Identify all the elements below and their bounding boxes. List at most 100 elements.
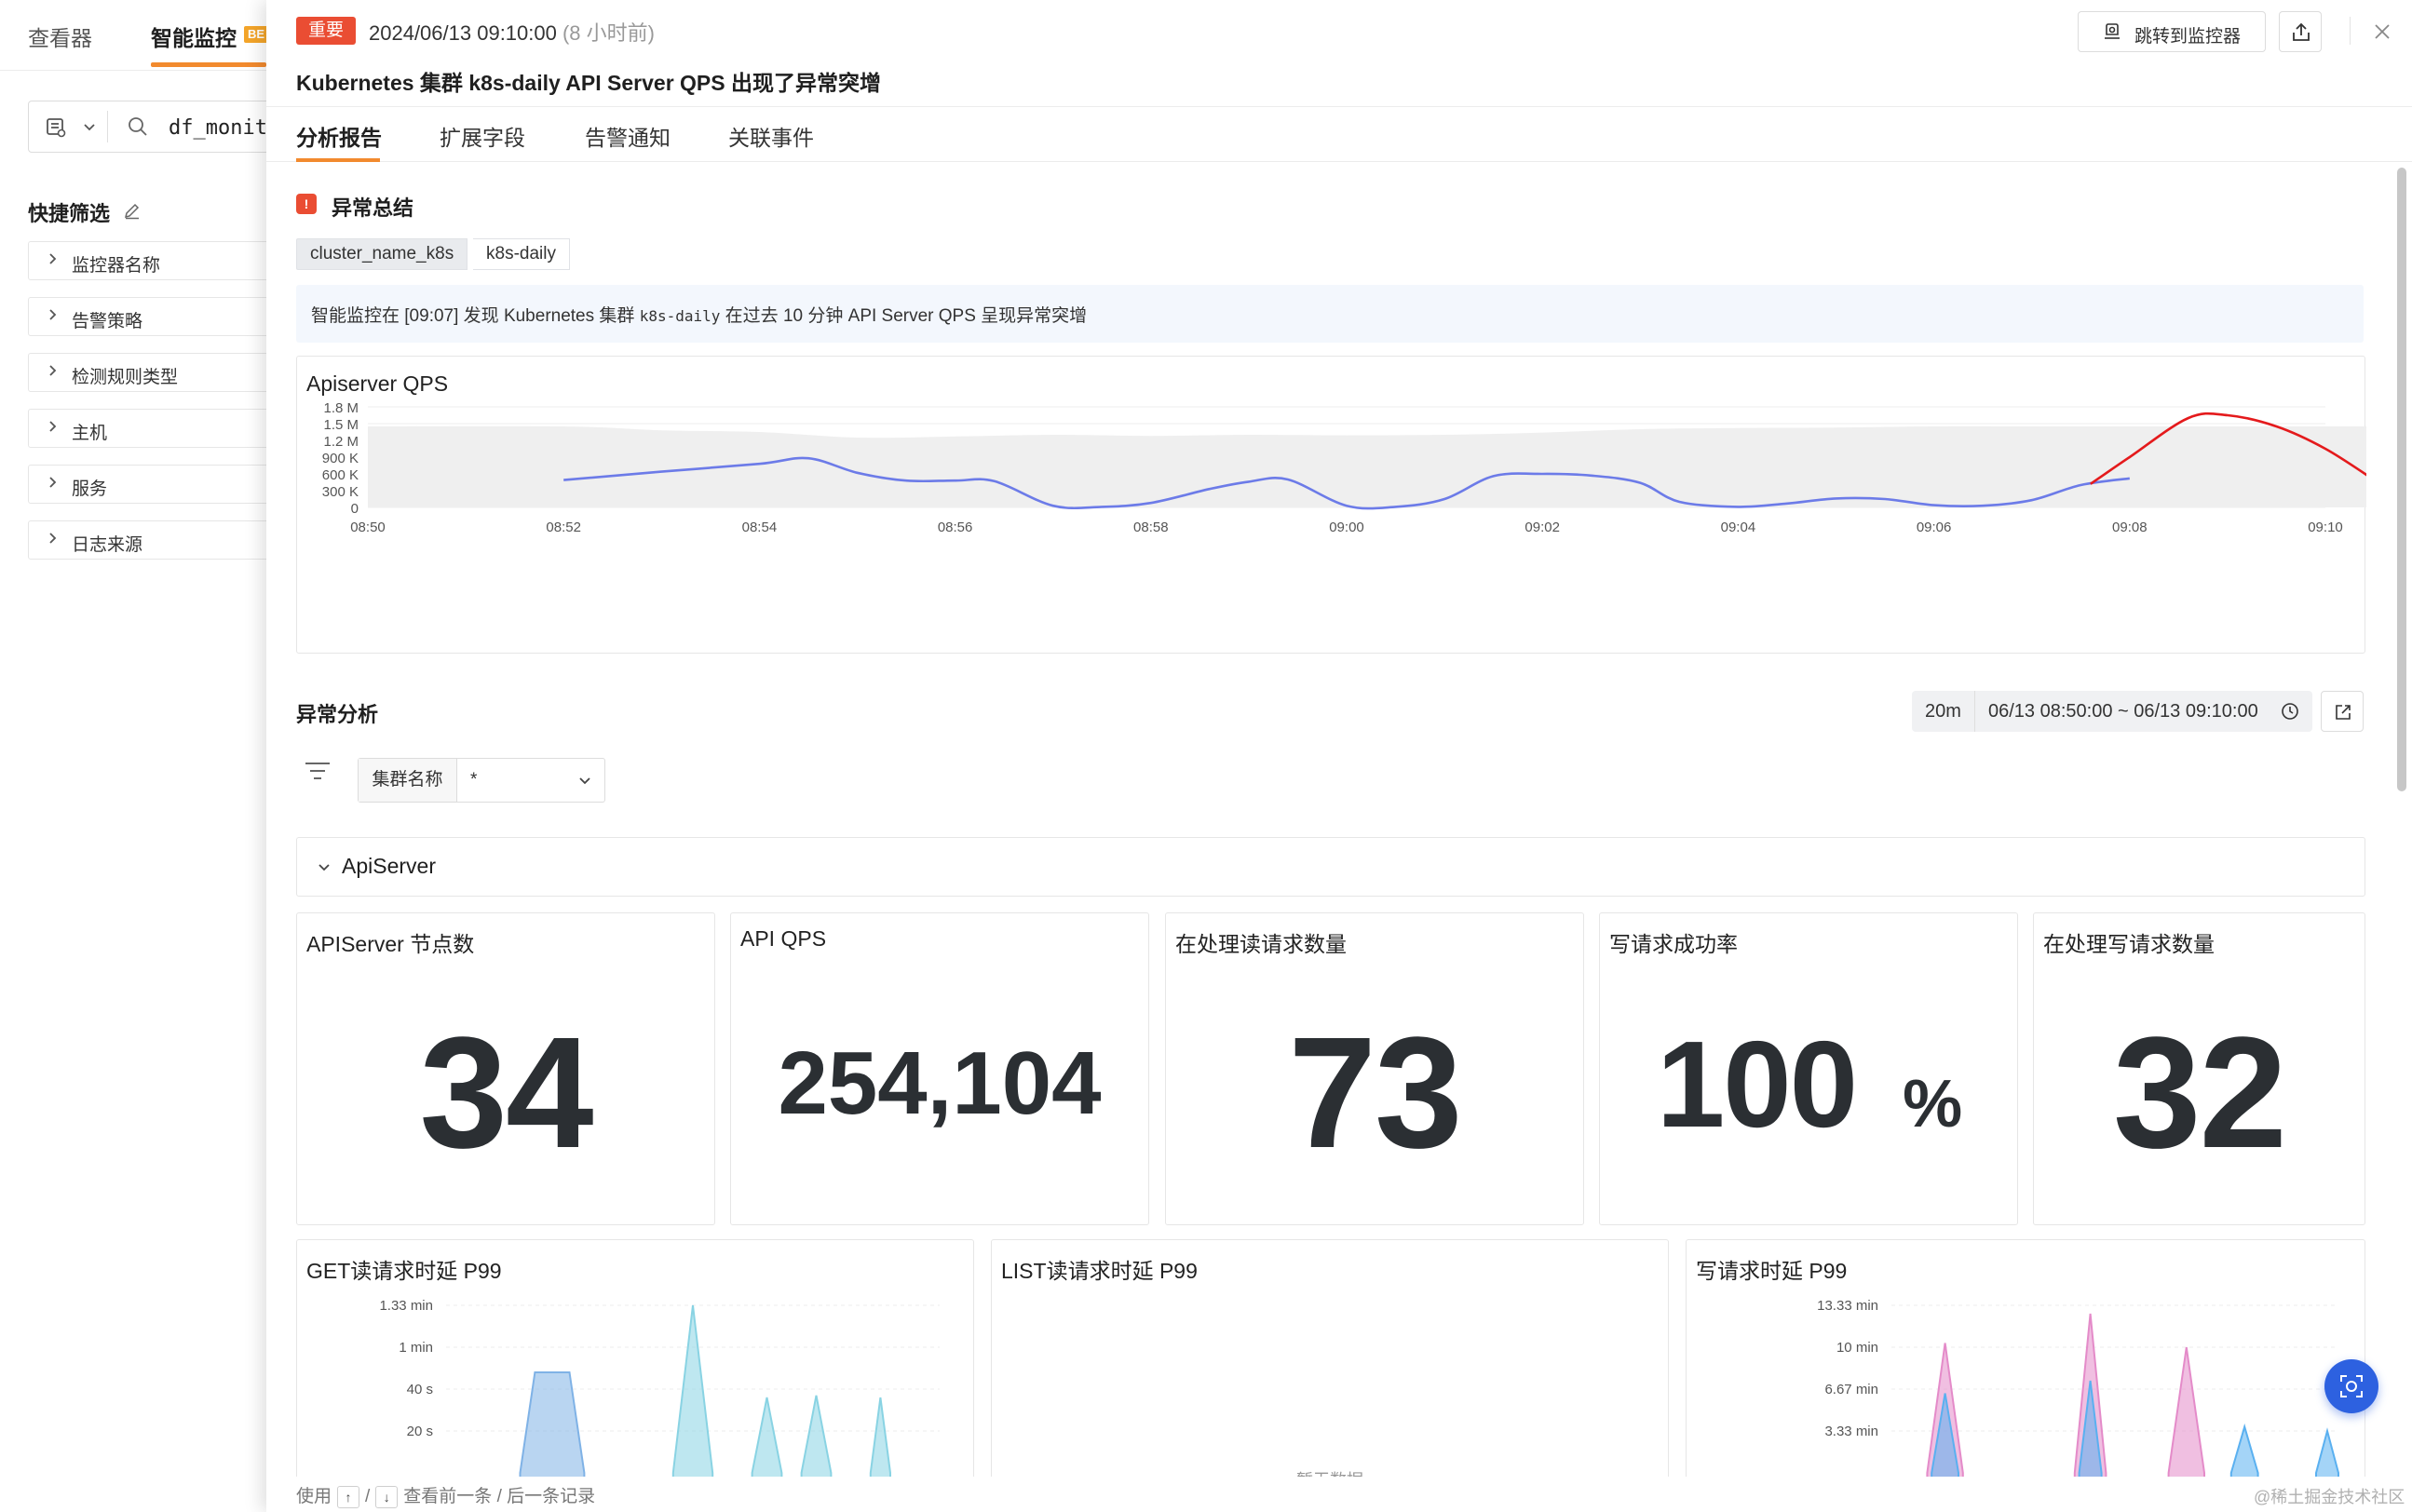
content-scrollbar[interactable] <box>2397 168 2406 791</box>
latency-area <box>671 1304 714 1477</box>
no-data-text: 暂无数据 <box>992 1467 1668 1477</box>
alert-icon: ! <box>296 194 317 214</box>
stat-value: 254,104 <box>778 1033 1102 1133</box>
summary-text-part: 在过去 10 分钟 API Server QPS 呈现异常突增 <box>720 306 1088 326</box>
stat-unit: % <box>1903 1067 1962 1141</box>
summary-text: 智能监控在 [09:07] 发现 Kubernetes 集群 k8s-daily… <box>311 302 1087 327</box>
qps-anomaly-line <box>2090 412 2366 485</box>
time-range-text[interactable]: 06/13 08:50:00 ~ 06/13 09:10:00 <box>1988 701 2258 722</box>
chevron-down-icon[interactable] <box>318 862 331 873</box>
y-tick-label: 6.67 min <box>1824 1382 1878 1397</box>
open-in-new-button[interactable] <box>2321 691 2364 732</box>
filter-label: 服务 <box>72 479 108 499</box>
latency-area <box>2315 1427 2339 1477</box>
cluster-select-value[interactable]: * <box>470 770 478 790</box>
cluster-name-select[interactable]: 集群名称 * <box>358 758 605 803</box>
clock-icon[interactable] <box>2281 702 2299 721</box>
y-tick-label: 1.5 M <box>323 417 359 433</box>
key-up: ↑ <box>337 1485 360 1508</box>
stat-title: 在处理读请求数量 <box>1175 932 1347 956</box>
chevron-down-icon[interactable] <box>83 122 96 133</box>
filter-icon[interactable] <box>304 760 332 782</box>
filter-label: 告警策略 <box>72 312 143 331</box>
capture-icon <box>2340 1375 2363 1397</box>
event-detail-drawer: 重要 2024/06/13 09:10:00 (8 小时前) Kubernete… <box>266 0 2412 1512</box>
event-title: Kubernetes 集群 k8s-daily API Server QPS 出… <box>296 71 881 95</box>
write-latency-chart: 写请求时延 P99 3.33 min 6.67 min 10 min 13.33 mi… <box>1686 1239 2365 1477</box>
y-tick-label: 40 s <box>407 1382 433 1397</box>
chart-title: LIST读请求时延 P99 <box>1001 1259 1198 1283</box>
x-tick-label: 08:52 <box>546 520 581 535</box>
latency-area <box>869 1397 891 1477</box>
filter-host[interactable]: 主机 <box>28 409 279 448</box>
footer-slash: / <box>365 1487 371 1506</box>
cluster-select-label: 集群名称 <box>359 759 457 802</box>
filter-rule-type[interactable]: 检测规则类型 <box>28 353 279 392</box>
x-tick-label: 08:50 <box>350 520 386 535</box>
x-tick-label: 08:54 <box>742 520 778 535</box>
jump-to-monitor-button[interactable]: 跳转到监控器 <box>2078 11 2266 52</box>
filter-label: 日志来源 <box>72 535 143 555</box>
tab-analysis-report[interactable]: 分析报告 <box>296 126 382 150</box>
y-tick-label: 1.33 min <box>379 1298 433 1314</box>
filter-service[interactable]: 服务 <box>28 465 279 504</box>
get-latency-svg: 20 s 40 s 1 min 1.33 min <box>379 1298 940 1477</box>
footer-hint: 使用 ↑ / ↓ 查看前一条 / 后一条记录 <box>296 1482 595 1508</box>
edit-icon[interactable] <box>123 201 142 220</box>
time-range-picker[interactable]: 20m 06/13 08:50:00 ~ 06/13 09:10:00 <box>1912 691 2312 732</box>
chart-title: GET读请求时延 P99 <box>306 1259 502 1283</box>
filter-label: 主机 <box>72 424 108 443</box>
key-down: ↓ <box>375 1485 399 1508</box>
filter-log-source[interactable]: 日志来源 <box>28 520 279 560</box>
latency-area <box>2167 1346 2205 1477</box>
y-tick-label: 20 s <box>407 1424 433 1439</box>
chevron-down-icon[interactable] <box>578 776 591 787</box>
stat-title: API QPS <box>740 926 827 951</box>
active-tab-underline <box>151 62 266 67</box>
summary-cluster-code: k8s-daily <box>639 307 721 325</box>
monitor-list-app: 查看器 智能监控 BE df_monit 快捷筛选 监控器名称 告警策略 检测规… <box>0 0 279 1512</box>
screenshot-button[interactable] <box>2324 1359 2378 1413</box>
get-latency-chart: GET读请求时延 P99 20 s 40 s 1 min 1.33 min <box>296 1239 974 1477</box>
stat-value: 100 <box>1656 1016 1858 1153</box>
y-tick-label: 300 K <box>322 484 359 500</box>
tab-viewer[interactable]: 查看器 <box>28 26 92 50</box>
latency-area <box>751 1397 783 1477</box>
y-tick-label: 10 min <box>1836 1340 1878 1356</box>
tab-extended-fields[interactable]: 扩展字段 <box>440 126 525 150</box>
view-selector-icon[interactable] <box>46 117 66 138</box>
beta-badge: BE <box>244 26 269 43</box>
x-tick-label: 09:00 <box>1329 520 1364 535</box>
latency-area <box>1931 1393 1959 1477</box>
share-button[interactable] <box>2279 11 2322 52</box>
left-search-bar[interactable]: df_monit <box>28 101 279 153</box>
y-tick-label: 0 <box>351 501 359 517</box>
y-tick-label: 1 min <box>399 1340 433 1356</box>
stat-card-write-inflight: 在处理写请求数量 32 <box>2033 912 2365 1225</box>
event-timestamp: 2024/06/13 09:10:00 <box>369 21 557 45</box>
active-tab-underline <box>296 158 380 162</box>
filter-monitor-name[interactable]: 监控器名称 <box>28 241 279 280</box>
footer-hint-text: 查看前一条 / 后一条记录 <box>403 1487 596 1506</box>
filter-alert-policy[interactable]: 告警策略 <box>28 297 279 336</box>
event-relative-time: (8 小时前) <box>562 21 655 45</box>
search-input[interactable]: df_monit <box>169 116 267 140</box>
time-range-preset[interactable]: 20m <box>1912 691 1975 732</box>
close-icon[interactable] <box>2367 17 2397 47</box>
x-tick-label: 08:58 <box>1133 520 1169 535</box>
summary-text-part: 智能监控在 [09:07] 发现 Kubernetes 集群 <box>311 306 640 326</box>
latency-area <box>800 1395 833 1477</box>
x-tick-label: 09:02 <box>1524 520 1560 535</box>
tag-value: k8s-daily <box>473 238 570 270</box>
stat-card-api-qps: API QPS 254,104 <box>730 912 1149 1225</box>
tab-alert-notifications[interactable]: 告警通知 <box>585 126 671 150</box>
chevron-right-icon <box>49 477 57 488</box>
y-tick-label: 1.8 M <box>323 400 359 416</box>
summary-title: 异常总结 <box>332 196 414 220</box>
tab-intelligent-monitor[interactable]: 智能监控 <box>151 26 237 50</box>
footer-use: 使用 <box>296 1487 332 1506</box>
chevron-right-icon <box>49 533 57 544</box>
apiserver-group-header[interactable]: ApiServer <box>296 837 2365 897</box>
stat-card-read-inflight: 在处理读请求数量 73 <box>1165 912 1584 1225</box>
tab-related-events[interactable]: 关联事件 <box>728 126 814 150</box>
